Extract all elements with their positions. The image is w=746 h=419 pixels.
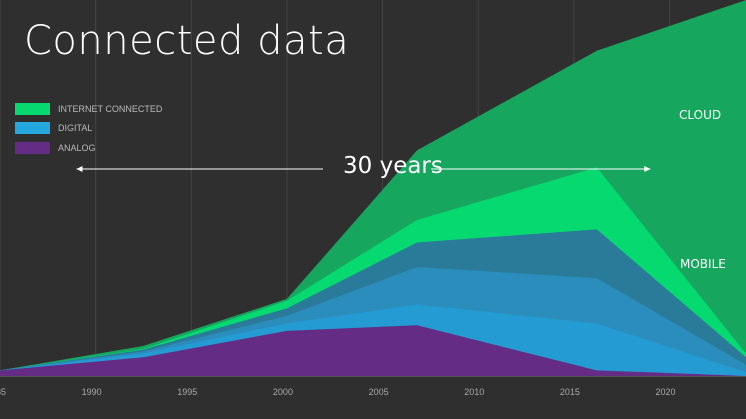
- span-arrow-left-head: [76, 166, 83, 172]
- annotation-cloud: CLOUD: [679, 108, 722, 122]
- annotation-mobile: MOBILE: [680, 257, 726, 271]
- page-title: Connected data: [24, 18, 350, 64]
- legend-swatch-analog: [15, 141, 50, 154]
- legend-item-analog: ANALOG: [15, 138, 162, 158]
- span-arrow-right-head: [644, 166, 651, 172]
- area-analog: [0, 325, 746, 376]
- legend-item-digital: DIGITAL: [15, 119, 162, 139]
- x-tick-label-1985: 1985: [0, 387, 6, 397]
- x-tick-label-2005: 2005: [369, 387, 389, 397]
- legend-label-internet-connected: INTERNET CONNECTED: [58, 103, 163, 114]
- x-tick-label-2020: 2020: [655, 387, 675, 397]
- legend-label-digital: DIGITAL: [58, 123, 93, 134]
- legend-swatch-internet-connected: [15, 102, 50, 115]
- x-tick-label-1995: 1995: [177, 387, 197, 397]
- legend-swatch-digital: [15, 122, 50, 135]
- legend: INTERNET CONNECTED DIGITAL ANALOG: [15, 99, 162, 158]
- annotation-30-years: 30 years: [343, 153, 443, 179]
- x-tick-label-2015: 2015: [560, 387, 580, 397]
- legend-label-analog: ANALOG: [58, 142, 96, 153]
- legend-item-internet-connected: INTERNET CONNECTED: [15, 99, 162, 119]
- x-tick-label-2010: 2010: [464, 387, 484, 397]
- x-tick-label-2000: 2000: [273, 387, 293, 397]
- x-tick-label-1990: 1990: [82, 387, 102, 397]
